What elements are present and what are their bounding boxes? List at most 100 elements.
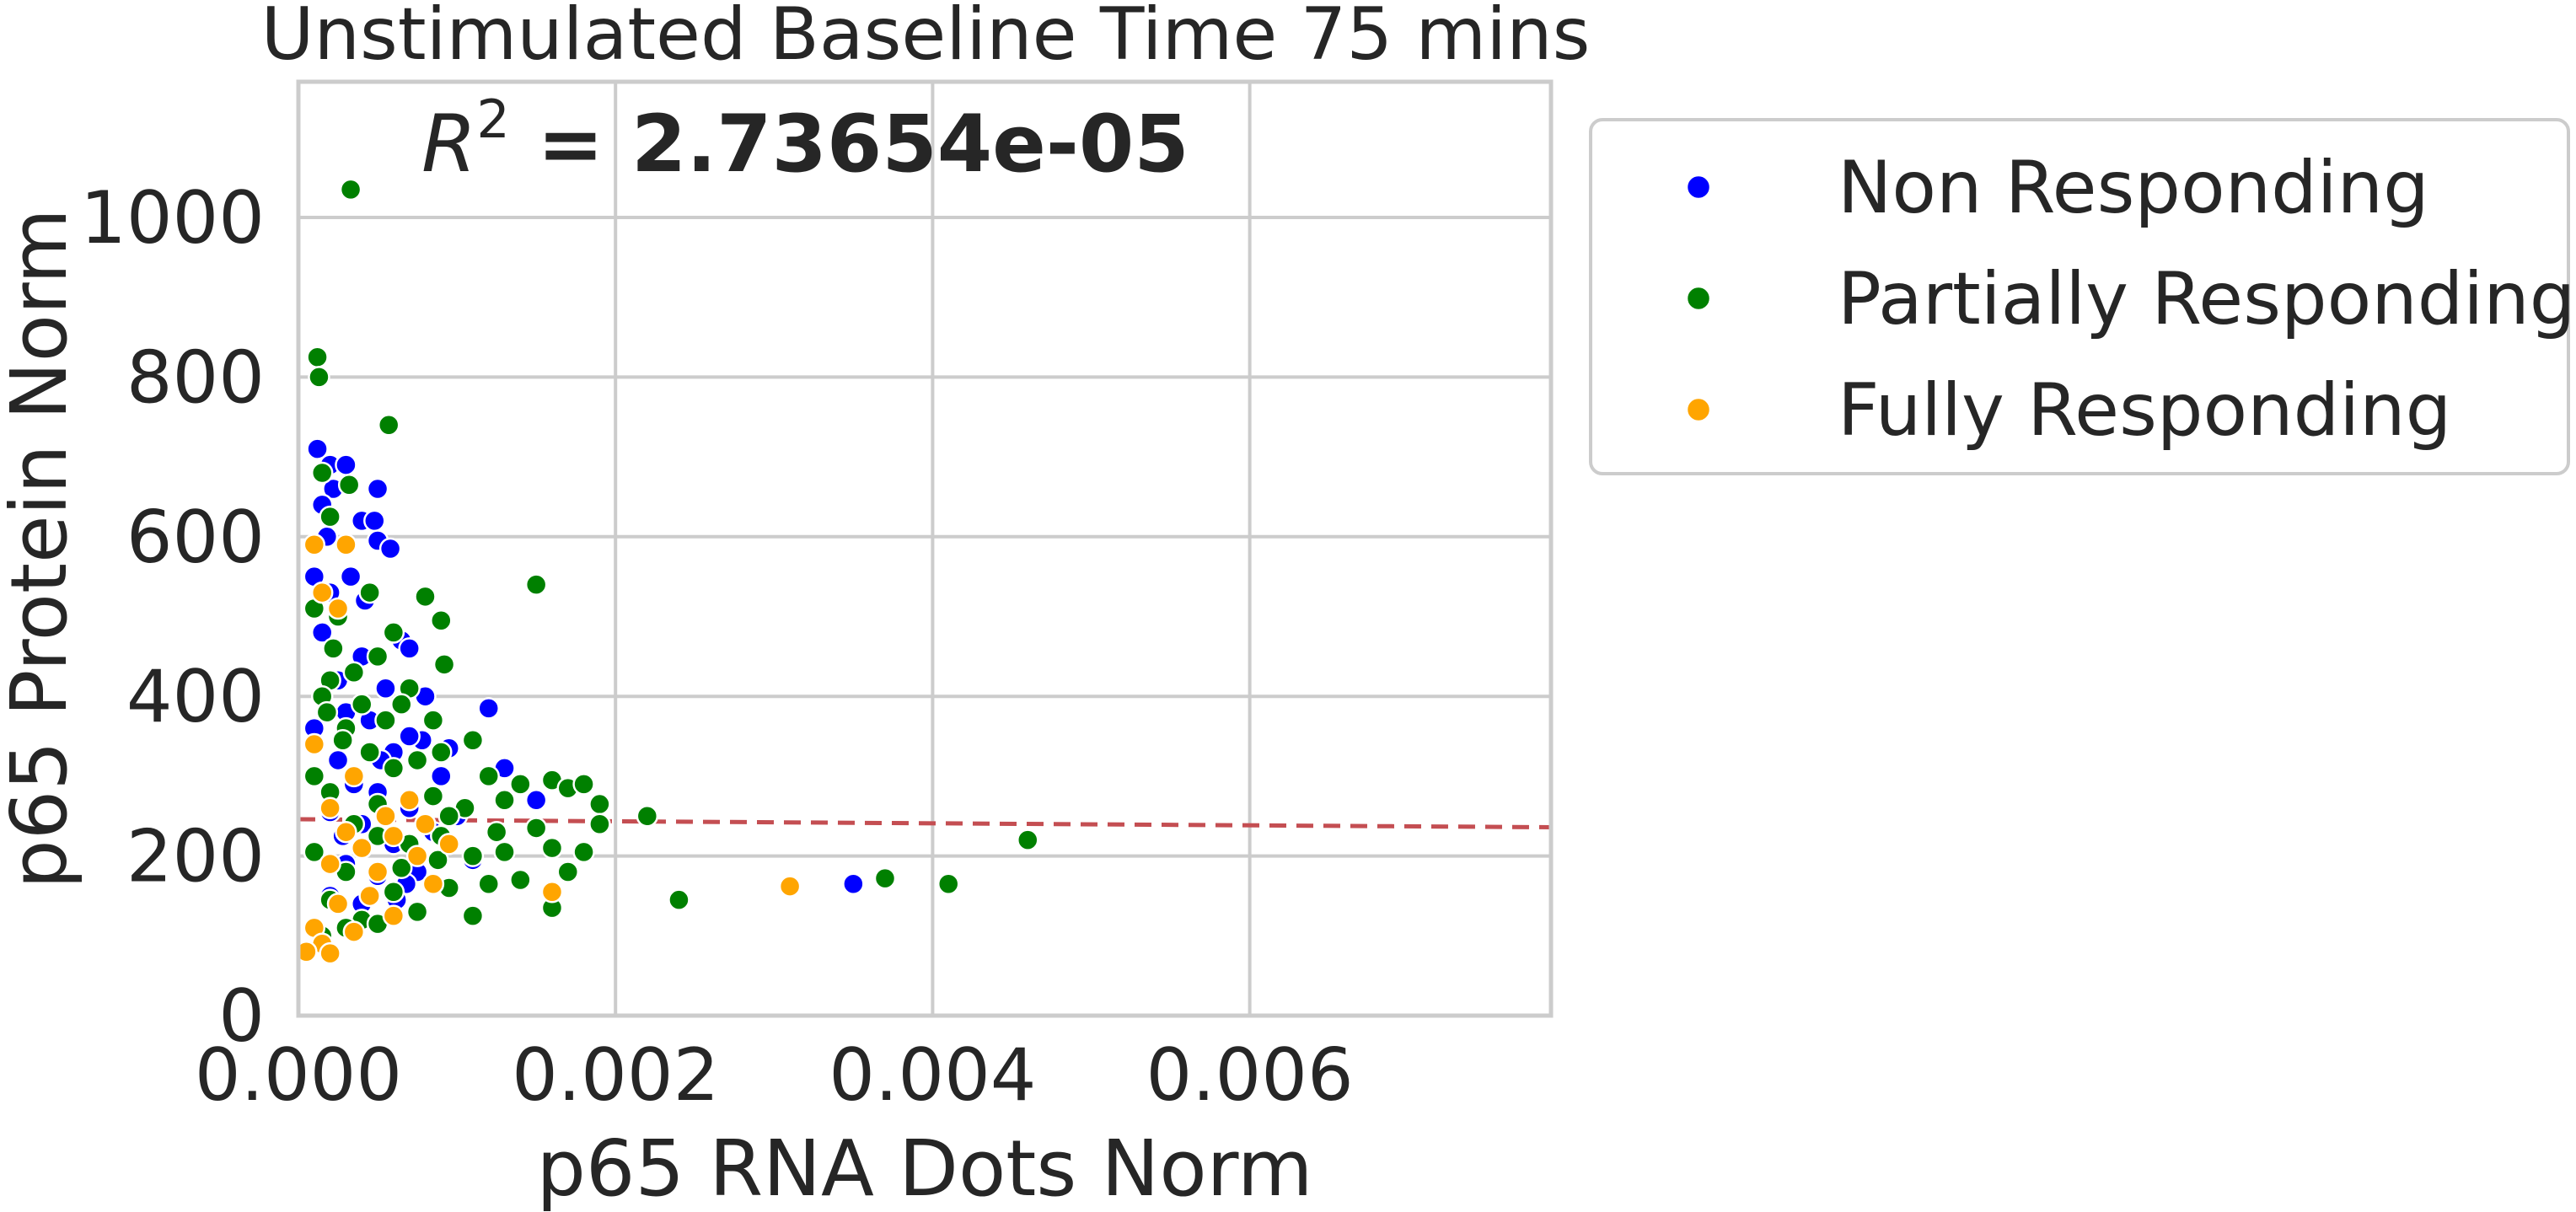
data-point [524,817,548,839]
data-point [350,693,373,716]
annotation-value: = 2.73654e-05 [510,99,1189,190]
data-point [427,849,449,871]
data-point [374,804,397,828]
data-point [350,836,373,860]
annotation-r: R [421,99,476,190]
data-point [319,505,341,528]
data-point [588,792,611,816]
data-point [326,893,350,915]
data-point [421,709,445,732]
data-point [306,346,329,368]
legend-frame [1589,118,2570,475]
data-point [493,840,516,864]
data-point [319,941,341,965]
data-point [335,534,357,556]
data-point [414,812,437,835]
data-point [378,537,402,560]
data-point [382,824,405,848]
data-point [331,729,354,752]
data-point [414,585,437,609]
data-point [390,856,413,880]
data-point [377,413,400,437]
points-layer [295,178,1039,965]
data-point [509,868,532,892]
x-tick-label: 0.002 [512,1033,719,1118]
data-point [319,796,341,820]
data-point [509,773,532,796]
data-point [322,637,345,660]
data-point [363,509,386,533]
data-point [295,940,318,963]
data-point [636,804,659,828]
data-point [842,872,865,895]
data-point [437,804,460,828]
data-point [326,748,350,772]
data-point [342,764,366,788]
data-point [339,565,362,588]
data-point [778,875,802,898]
legend-label: Fully Responding [1838,368,2451,453]
data-point [524,573,548,596]
data-point [358,741,381,764]
data-point [303,764,326,788]
y-axis-title: p65 Protein Norm [0,208,84,888]
data-point [308,366,330,389]
data-point [303,732,326,756]
data-point [430,609,453,632]
data-point [936,872,960,895]
data-point [310,461,334,485]
data-point [374,677,397,700]
chart-title: Unstimulated Baseline Time 75 mins [261,0,1591,77]
y-tick-label: 800 [126,335,265,420]
data-point [477,872,500,895]
data-point [430,764,453,788]
data-point [485,820,508,844]
data-point [572,773,595,796]
data-point [315,700,339,724]
data-point [337,473,361,496]
data-point [437,833,460,855]
data-point [524,789,548,812]
legend-marker [1685,174,1712,201]
data-point [358,884,381,908]
data-point [303,840,326,864]
regression-line [298,817,1552,830]
data-point [358,581,381,604]
y-tick-label: 0 [218,974,265,1059]
grid [297,82,1551,1017]
data-point [326,597,350,620]
data-point [310,581,334,604]
data-point [382,757,405,780]
data-point [366,861,389,883]
data-point [873,866,897,890]
legend-marker [1685,396,1712,423]
data-point [398,789,421,812]
data-point [588,812,611,835]
data-point [556,861,580,883]
data-point [342,920,366,943]
data-point [540,880,564,904]
legend-label: Partially Responding [1838,257,2575,341]
data-point [572,840,595,864]
data-point [430,741,453,764]
y-tick-label: 600 [126,496,265,580]
data-point [310,621,334,644]
data-point [1017,829,1039,851]
data-point [398,637,421,660]
r-squared-annotation: R2 = 2.73654e-05 [421,88,1189,190]
x-tick-label: 0.004 [829,1033,1036,1118]
data-point [668,888,690,911]
data-point [342,661,366,684]
y-tick-label: 1000 [80,176,265,260]
plot-frame [296,79,1554,1018]
data-point [382,621,405,644]
data-point [366,477,389,501]
y-tick-label: 400 [126,655,265,739]
data-point [374,709,397,732]
data-point [493,789,516,812]
regression-layer [298,817,1552,830]
data-point [366,645,389,668]
y-tick-label: 200 [126,815,265,899]
legend: Non Responding Partially Responding Fully … [1589,118,2575,475]
